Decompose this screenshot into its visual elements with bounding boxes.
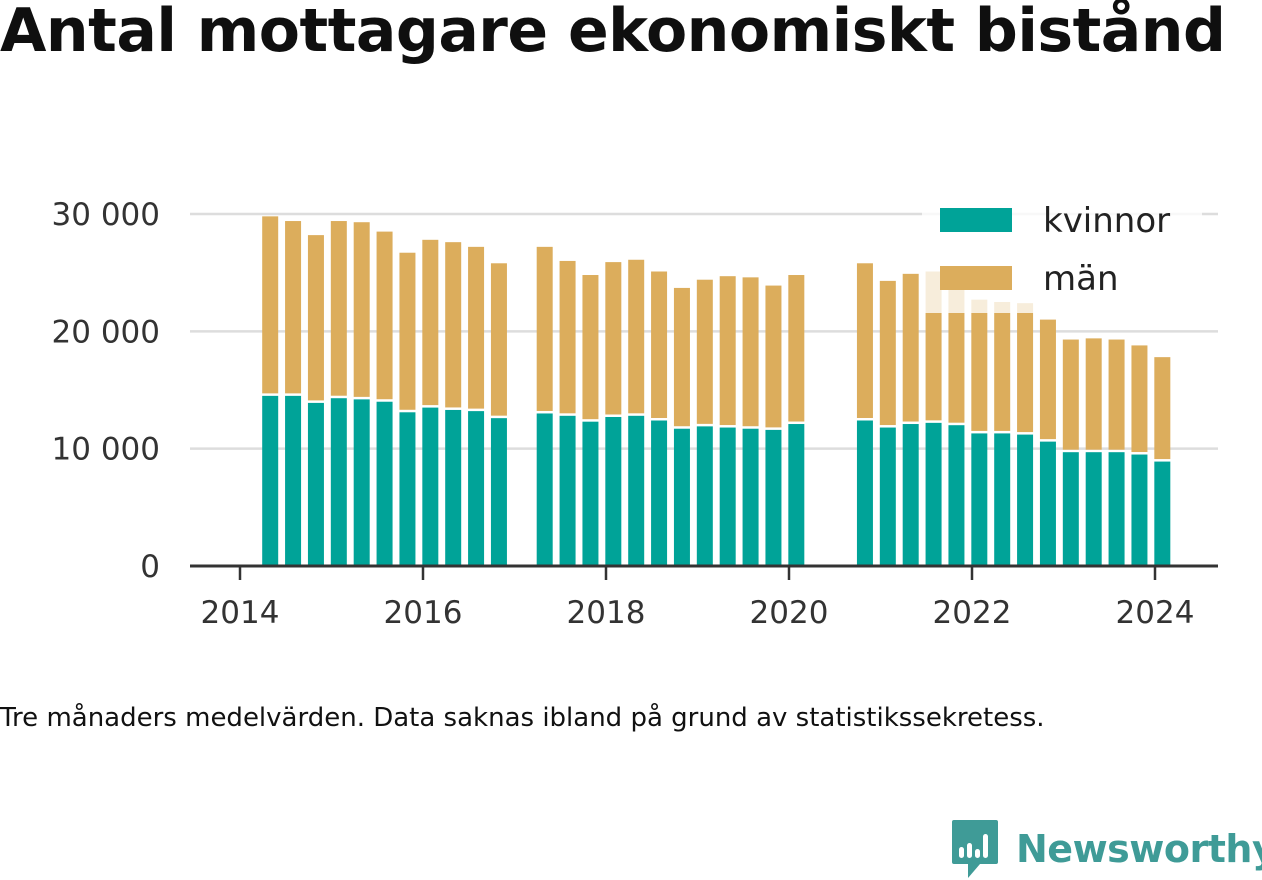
- legend-kvinnor-swatch: [940, 208, 1012, 232]
- x-tick-label: 2020: [750, 595, 829, 631]
- bar-man: [1085, 338, 1102, 450]
- bar-man: [582, 275, 599, 420]
- brand-logo: Newsworthy: [950, 818, 1262, 880]
- bar-kvinnor: [1108, 452, 1125, 566]
- bar-kvinnor: [490, 418, 507, 566]
- bar-kvinnor: [605, 416, 622, 566]
- bar-man: [948, 277, 965, 423]
- bar-kvinnor: [696, 426, 713, 566]
- bar-man: [1131, 345, 1148, 453]
- x-tick-label: 2018: [567, 595, 646, 631]
- bar-kvinnor: [765, 429, 782, 566]
- legend-man-label: män: [1043, 259, 1119, 299]
- bar-man: [1108, 339, 1125, 450]
- bar-man: [399, 252, 416, 410]
- bar-kvinnor: [376, 401, 393, 566]
- bar-kvinnor: [1154, 461, 1171, 566]
- bar-man: [673, 287, 690, 427]
- bar-man: [902, 273, 919, 422]
- bar-kvinnor: [285, 395, 302, 566]
- bar-man: [330, 221, 347, 396]
- bar-kvinnor: [673, 428, 690, 566]
- bar-man: [1017, 303, 1034, 433]
- bar-kvinnor: [422, 407, 439, 566]
- y-tick-label: 20 000: [52, 314, 160, 350]
- bar-kvinnor: [925, 422, 942, 566]
- bar-kvinnor: [353, 399, 370, 566]
- bar-man: [879, 280, 896, 426]
- bar-kvinnor: [788, 424, 805, 566]
- bar-kvinnor: [262, 395, 279, 566]
- bar-kvinnor: [445, 409, 462, 566]
- bar-man: [353, 222, 370, 397]
- bar-kvinnor: [1085, 452, 1102, 566]
- x-tick-label: 2014: [201, 595, 280, 631]
- bar-kvinnor: [468, 411, 485, 566]
- bar-kvinnor: [994, 433, 1011, 566]
- bar-man: [262, 216, 279, 394]
- brand-name: Newsworthy: [1016, 827, 1262, 871]
- bar-man: [1154, 357, 1171, 460]
- y-tick-label: 0: [140, 549, 160, 585]
- bar-kvinnor: [1062, 452, 1079, 566]
- bar-man: [1039, 319, 1056, 440]
- y-tick-label: 10 000: [52, 432, 160, 468]
- bar-man: [856, 263, 873, 419]
- bar-man: [490, 263, 507, 416]
- x-tick-label: 2016: [384, 595, 463, 631]
- bar-kvinnor: [536, 413, 553, 566]
- bar-man: [536, 246, 553, 411]
- legend-man-swatch: [940, 266, 1012, 290]
- bar-man: [445, 242, 462, 408]
- bar-man: [285, 221, 302, 394]
- bar-man: [788, 275, 805, 422]
- bar-man: [765, 285, 782, 428]
- chart-caption: Tre månaders medelvärden. Data saknas ib…: [0, 703, 1045, 733]
- bar-kvinnor: [330, 398, 347, 566]
- bar-kvinnor: [971, 433, 988, 566]
- bar-kvinnor: [1017, 434, 1034, 566]
- bar-kvinnor: [628, 415, 645, 566]
- bar-kvinnor: [879, 427, 896, 566]
- bar-man: [605, 262, 622, 415]
- bar-man: [559, 260, 576, 414]
- bar-kvinnor: [742, 428, 759, 566]
- x-tick-label: 2022: [933, 595, 1012, 631]
- chart-title: Antal mottagare ekonomiskt bistånd: [0, 0, 1226, 66]
- bar-kvinnor: [719, 427, 736, 566]
- bar-man: [719, 276, 736, 426]
- newsworthy-logo-icon: [952, 820, 998, 878]
- bar-kvinnor: [948, 425, 965, 566]
- legend-kvinnor-label: kvinnor: [1043, 201, 1170, 241]
- bar-kvinnor: [902, 424, 919, 566]
- bar-kvinnor: [651, 420, 668, 566]
- bar-kvinnor: [307, 402, 324, 566]
- bar-man: [971, 299, 988, 431]
- bar-man: [628, 259, 645, 414]
- bar-kvinnor: [856, 420, 873, 566]
- bar-man: [307, 235, 324, 401]
- bar-kvinnor: [399, 412, 416, 566]
- stacked-bar-chart: 0 10 000 20 000 30 000 2014 2016 2018 2020 2022 2…: [51, 197, 1218, 631]
- x-tick-label: 2024: [1116, 595, 1195, 631]
- bar-man: [422, 239, 439, 406]
- bar-man: [742, 277, 759, 427]
- bar-kvinnor: [1131, 454, 1148, 566]
- bar-man: [1062, 339, 1079, 450]
- bar-man: [376, 231, 393, 400]
- bar-kvinnor: [1039, 441, 1056, 566]
- bar-kvinnor: [582, 421, 599, 566]
- bar-man: [994, 302, 1011, 431]
- bar-man: [468, 246, 485, 409]
- bar-kvinnor: [559, 415, 576, 566]
- bar-man: [696, 279, 713, 424]
- y-tick-label: 30 000: [52, 197, 160, 233]
- bar-man: [651, 271, 668, 419]
